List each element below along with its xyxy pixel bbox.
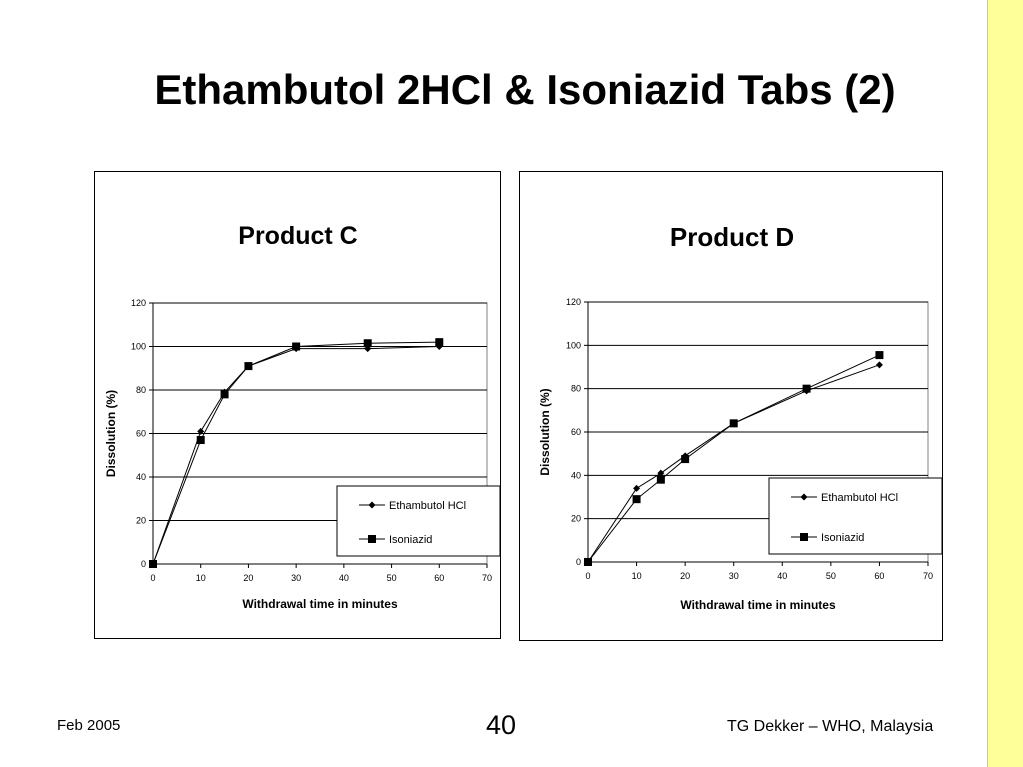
footer-date: Feb 2005 — [57, 717, 121, 734]
chart-title: Product D — [670, 222, 794, 252]
x-tick-label: 10 — [632, 571, 642, 581]
footer-credit: TG Dekker – WHO, Malaysia — [727, 718, 934, 735]
y-tick-label: 120 — [566, 297, 581, 307]
data-point-isoniazid — [363, 339, 372, 348]
chart-title: Product C — [238, 222, 357, 250]
data-point-ethambutol — [197, 427, 205, 435]
data-point-ethambutol — [657, 469, 665, 477]
y-tick-label: 20 — [571, 514, 581, 524]
x-tick-label: 40 — [777, 571, 787, 581]
y-tick-label: 40 — [571, 470, 581, 480]
data-point-isoniazid — [220, 390, 229, 399]
side-accent-bar — [987, 0, 1023, 767]
data-point-ethambutol — [633, 484, 641, 492]
legend-marker-diamond — [800, 493, 808, 501]
page-number: 40 — [486, 710, 517, 740]
data-point-isoniazid — [584, 558, 592, 566]
data-point-isoniazid — [435, 338, 444, 347]
x-tick-label: 40 — [339, 573, 349, 583]
x-tick-label: 20 — [680, 571, 690, 581]
legend-label: Ethambutol HCl — [389, 500, 466, 512]
data-point-isoniazid — [802, 384, 811, 393]
y-tick-label: 100 — [131, 342, 146, 352]
legend-marker-square — [800, 533, 808, 541]
legend-box — [768, 477, 942, 555]
x-tick-label: 70 — [923, 571, 933, 581]
legend-marker-square — [368, 535, 376, 543]
y-tick-label: 80 — [571, 384, 581, 394]
data-point-isoniazid — [244, 362, 253, 371]
y-tick-label: 80 — [136, 385, 146, 395]
y-axis-label: Dissolution (%) — [104, 390, 118, 477]
chart-product-c: Product C 0 20 40 60 80 100 120 0 10 20 30 40 50 60 70 W… — [104, 222, 500, 611]
y-tick-label: 40 — [136, 472, 146, 482]
y-tick-label: 60 — [571, 427, 581, 437]
chart-panel-product-d: Product D 0 20 40 60 80 100 120 0 10 20 30 40 50 60 70 W… — [519, 171, 943, 641]
x-tick-label: 10 — [196, 573, 206, 583]
y-tick-label: 0 — [141, 559, 146, 569]
data-point-isoniazid — [875, 351, 884, 360]
x-tick-label: 30 — [291, 573, 301, 583]
data-point-isoniazid — [632, 495, 641, 504]
x-tick-label: 50 — [387, 573, 397, 583]
x-axis-label: Withdrawal time in minutes — [242, 597, 398, 611]
data-point-isoniazid — [656, 475, 665, 484]
legend-label: Isoniazid — [821, 532, 864, 544]
y-tick-label: 0 — [576, 557, 581, 567]
x-tick-label: 70 — [482, 573, 492, 583]
y-axis-label: Dissolution (%) — [538, 388, 552, 475]
data-point-ethambutol — [875, 361, 883, 369]
legend-box — [336, 485, 500, 557]
x-axis-label: Withdrawal time in minutes — [680, 598, 836, 612]
x-tick-label: 50 — [826, 571, 836, 581]
x-tick-label: 0 — [585, 571, 590, 581]
y-tick-label: 60 — [136, 429, 146, 439]
x-tick-label: 60 — [874, 571, 884, 581]
legend-marker-diamond — [368, 501, 376, 509]
y-tick-label: 100 — [566, 340, 581, 350]
y-tick-label: 20 — [136, 516, 146, 526]
data-point-isoniazid — [149, 560, 157, 568]
slide-title: Ethambutol 2HCl & Isoniazid Tabs (2) — [154, 66, 896, 113]
x-tick-label: 60 — [434, 573, 444, 583]
data-point-isoniazid — [196, 436, 205, 445]
data-point-isoniazid — [729, 419, 738, 428]
data-point-isoniazid — [681, 455, 690, 464]
data-point-ethambutol — [364, 345, 372, 353]
x-tick-label: 0 — [150, 573, 155, 583]
legend-label: Ethambutol HCl — [821, 492, 898, 504]
chart-panel-product-c: Product C 0 20 40 60 80 100 120 0 10 20 30 40 50 60 70 W… — [94, 171, 501, 639]
y-tick-label: 120 — [131, 298, 146, 308]
x-tick-label: 20 — [243, 573, 253, 583]
chart-product-d: Product D 0 20 40 60 80 100 120 0 10 20 30 40 50 60 70 W… — [538, 222, 942, 612]
x-tick-label: 30 — [729, 571, 739, 581]
data-point-isoniazid — [292, 342, 301, 351]
legend-label: Isoniazid — [389, 534, 432, 546]
